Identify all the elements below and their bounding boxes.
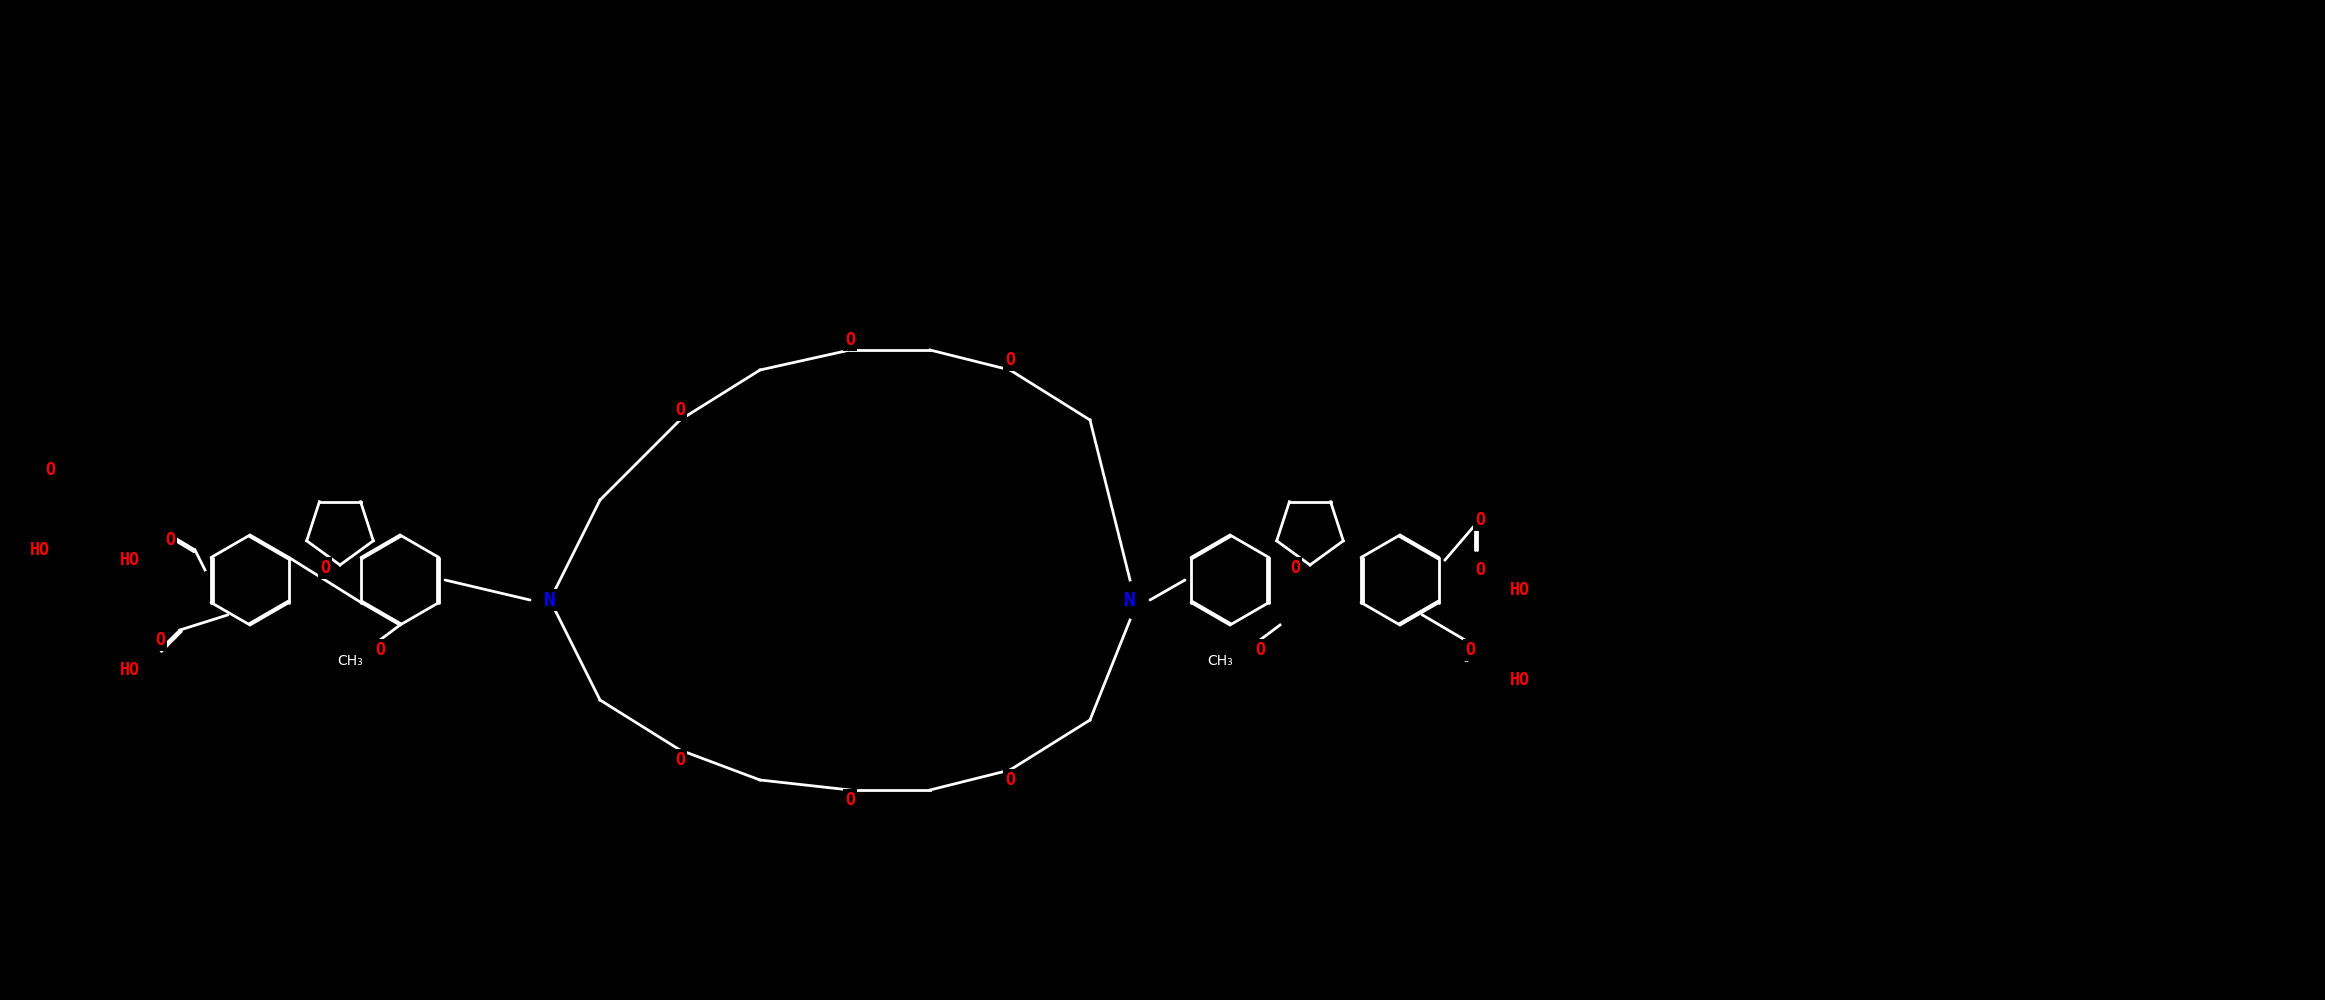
Text: O: O [674,401,686,419]
Text: O: O [844,331,856,349]
Text: O: O [1465,641,1474,659]
Text: O: O [1004,771,1016,789]
Text: HO: HO [30,541,51,559]
Text: O: O [321,559,330,577]
Text: HO: HO [121,661,140,679]
Text: N: N [544,590,556,609]
Text: HO: HO [1509,671,1530,689]
Text: HO: HO [121,551,140,569]
Text: N: N [1123,590,1137,609]
Text: O: O [674,751,686,769]
Text: O: O [156,631,165,649]
Text: O: O [844,791,856,809]
Text: CH₃: CH₃ [337,654,363,668]
Text: O: O [44,461,56,479]
Text: O: O [1290,559,1300,577]
Text: CH₃: CH₃ [1207,654,1232,668]
Text: O: O [374,641,386,659]
Text: O: O [1256,641,1265,659]
Text: O: O [1004,351,1016,369]
Text: HO: HO [1509,581,1530,599]
Text: O: O [1474,561,1486,579]
Text: O: O [1474,511,1486,529]
Text: O: O [165,531,174,549]
